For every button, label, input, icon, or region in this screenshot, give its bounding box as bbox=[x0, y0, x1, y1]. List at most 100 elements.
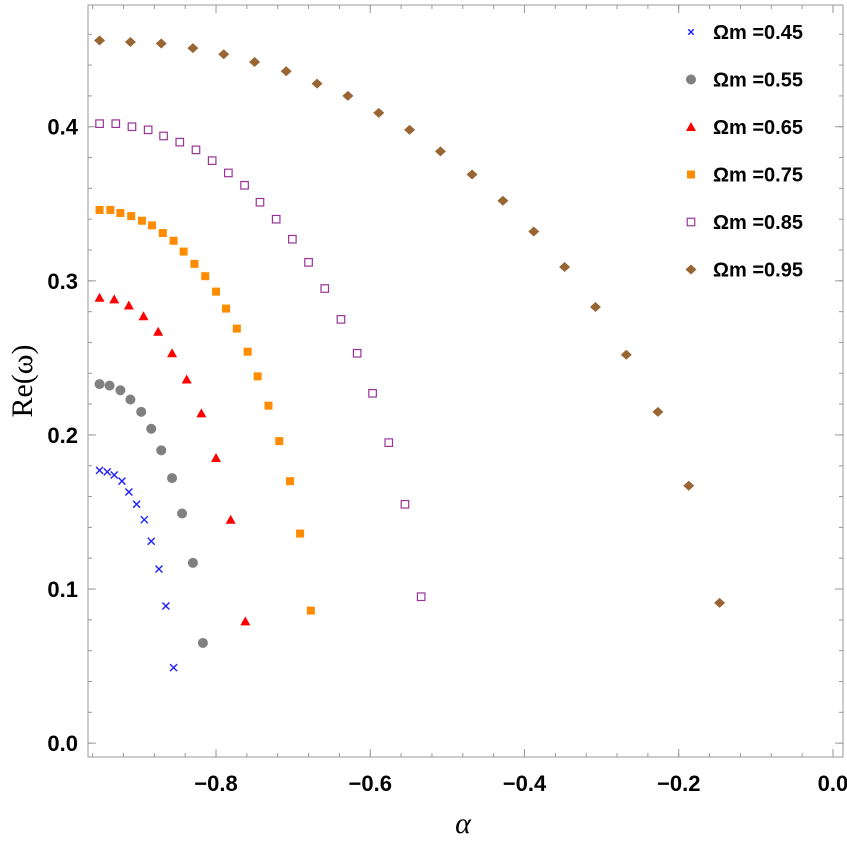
data-point bbox=[94, 292, 105, 302]
data-point bbox=[232, 324, 241, 333]
data-point bbox=[434, 146, 446, 157]
y-tick-label: 0.1 bbox=[47, 577, 78, 602]
data-point bbox=[146, 423, 157, 434]
data-point bbox=[683, 480, 695, 491]
x-stroke bbox=[140, 515, 149, 524]
data-point bbox=[110, 471, 119, 479]
x-stroke bbox=[147, 537, 156, 546]
data-points bbox=[94, 35, 726, 672]
data-point bbox=[117, 477, 126, 486]
data-point bbox=[125, 394, 136, 405]
data-point bbox=[95, 205, 104, 214]
data-point bbox=[212, 287, 221, 296]
data-point bbox=[106, 205, 115, 214]
data-point bbox=[167, 348, 178, 358]
data-point bbox=[190, 259, 199, 268]
data-point bbox=[95, 466, 104, 475]
data-point bbox=[352, 348, 362, 358]
y-axis-label: Re(ω) bbox=[6, 344, 39, 417]
data-point bbox=[466, 169, 478, 180]
data-point bbox=[201, 272, 210, 281]
data-point bbox=[158, 229, 167, 238]
x-tick-label: −0.8 bbox=[194, 771, 237, 796]
data-point bbox=[132, 500, 141, 509]
series-1 bbox=[94, 379, 208, 648]
data-point bbox=[153, 326, 164, 336]
data-point bbox=[714, 597, 726, 608]
x-axis-label: α bbox=[455, 807, 472, 840]
series-5 bbox=[94, 35, 726, 608]
data-point bbox=[336, 315, 346, 324]
data-point bbox=[95, 119, 104, 129]
data-point bbox=[240, 180, 249, 190]
data-point bbox=[559, 261, 571, 272]
x-stroke bbox=[124, 487, 133, 496]
legend-label: Ωm =0.85 bbox=[713, 212, 803, 234]
series-2 bbox=[94, 292, 251, 626]
data-point bbox=[249, 57, 261, 68]
data-point bbox=[253, 372, 262, 381]
data-point bbox=[304, 257, 313, 267]
data-point bbox=[154, 565, 163, 573]
x-tick-label: 0.0 bbox=[818, 771, 847, 796]
legend-marker bbox=[686, 74, 696, 85]
data-point bbox=[115, 385, 126, 396]
data-point bbox=[187, 43, 199, 54]
series-0 bbox=[95, 466, 178, 672]
data-point bbox=[175, 137, 185, 147]
data-point bbox=[197, 637, 208, 648]
y-tick-label: 0.4 bbox=[47, 115, 78, 140]
data-point bbox=[140, 515, 149, 524]
series-4 bbox=[95, 119, 426, 602]
x-stroke bbox=[117, 477, 126, 486]
data-point bbox=[497, 195, 509, 206]
data-point bbox=[109, 294, 120, 304]
data-point bbox=[225, 514, 236, 524]
x-stroke bbox=[687, 28, 695, 36]
data-point bbox=[159, 131, 168, 141]
legend-marker bbox=[685, 264, 697, 275]
data-point bbox=[222, 304, 231, 313]
data-point bbox=[286, 477, 295, 486]
data-point bbox=[138, 311, 149, 321]
legend-marker bbox=[686, 217, 696, 227]
x-stroke bbox=[132, 500, 141, 509]
data-point bbox=[169, 663, 178, 672]
x-stroke bbox=[110, 471, 119, 479]
data-point bbox=[342, 90, 354, 101]
data-point bbox=[179, 247, 188, 256]
data-point bbox=[137, 216, 146, 225]
data-point bbox=[155, 38, 167, 49]
data-point bbox=[264, 401, 273, 410]
legend-label: Ωm =0.75 bbox=[713, 165, 803, 187]
legend-label: Ωm =0.45 bbox=[713, 22, 803, 44]
data-point bbox=[320, 284, 330, 293]
data-point bbox=[288, 234, 297, 244]
legend: Ωm =0.45 Ωm =0.55 Ωm =0.65 Ωm =0.75 Ωm =0.85… bbox=[685, 22, 803, 282]
data-point bbox=[416, 592, 426, 602]
y-tick-label: 0.3 bbox=[47, 269, 78, 294]
data-point bbox=[124, 487, 133, 496]
data-point bbox=[104, 380, 115, 391]
x-stroke bbox=[169, 663, 178, 672]
series-3 bbox=[95, 205, 315, 615]
legend-marker bbox=[687, 170, 695, 179]
data-point bbox=[127, 212, 136, 221]
data-point bbox=[400, 499, 410, 509]
data-point bbox=[169, 236, 178, 245]
data-point bbox=[211, 453, 222, 463]
x-stroke bbox=[154, 565, 163, 573]
data-point bbox=[181, 374, 192, 384]
y-tick-label: 0.2 bbox=[47, 423, 78, 448]
data-point bbox=[243, 347, 252, 356]
data-point bbox=[148, 221, 157, 230]
data-point bbox=[147, 537, 156, 546]
data-point bbox=[224, 168, 233, 178]
x-tick-label: −0.6 bbox=[349, 771, 392, 796]
data-point bbox=[589, 302, 601, 313]
data-point bbox=[191, 145, 201, 155]
data-point bbox=[404, 124, 416, 135]
data-point bbox=[652, 406, 664, 417]
plot-frame bbox=[87, 4, 844, 758]
